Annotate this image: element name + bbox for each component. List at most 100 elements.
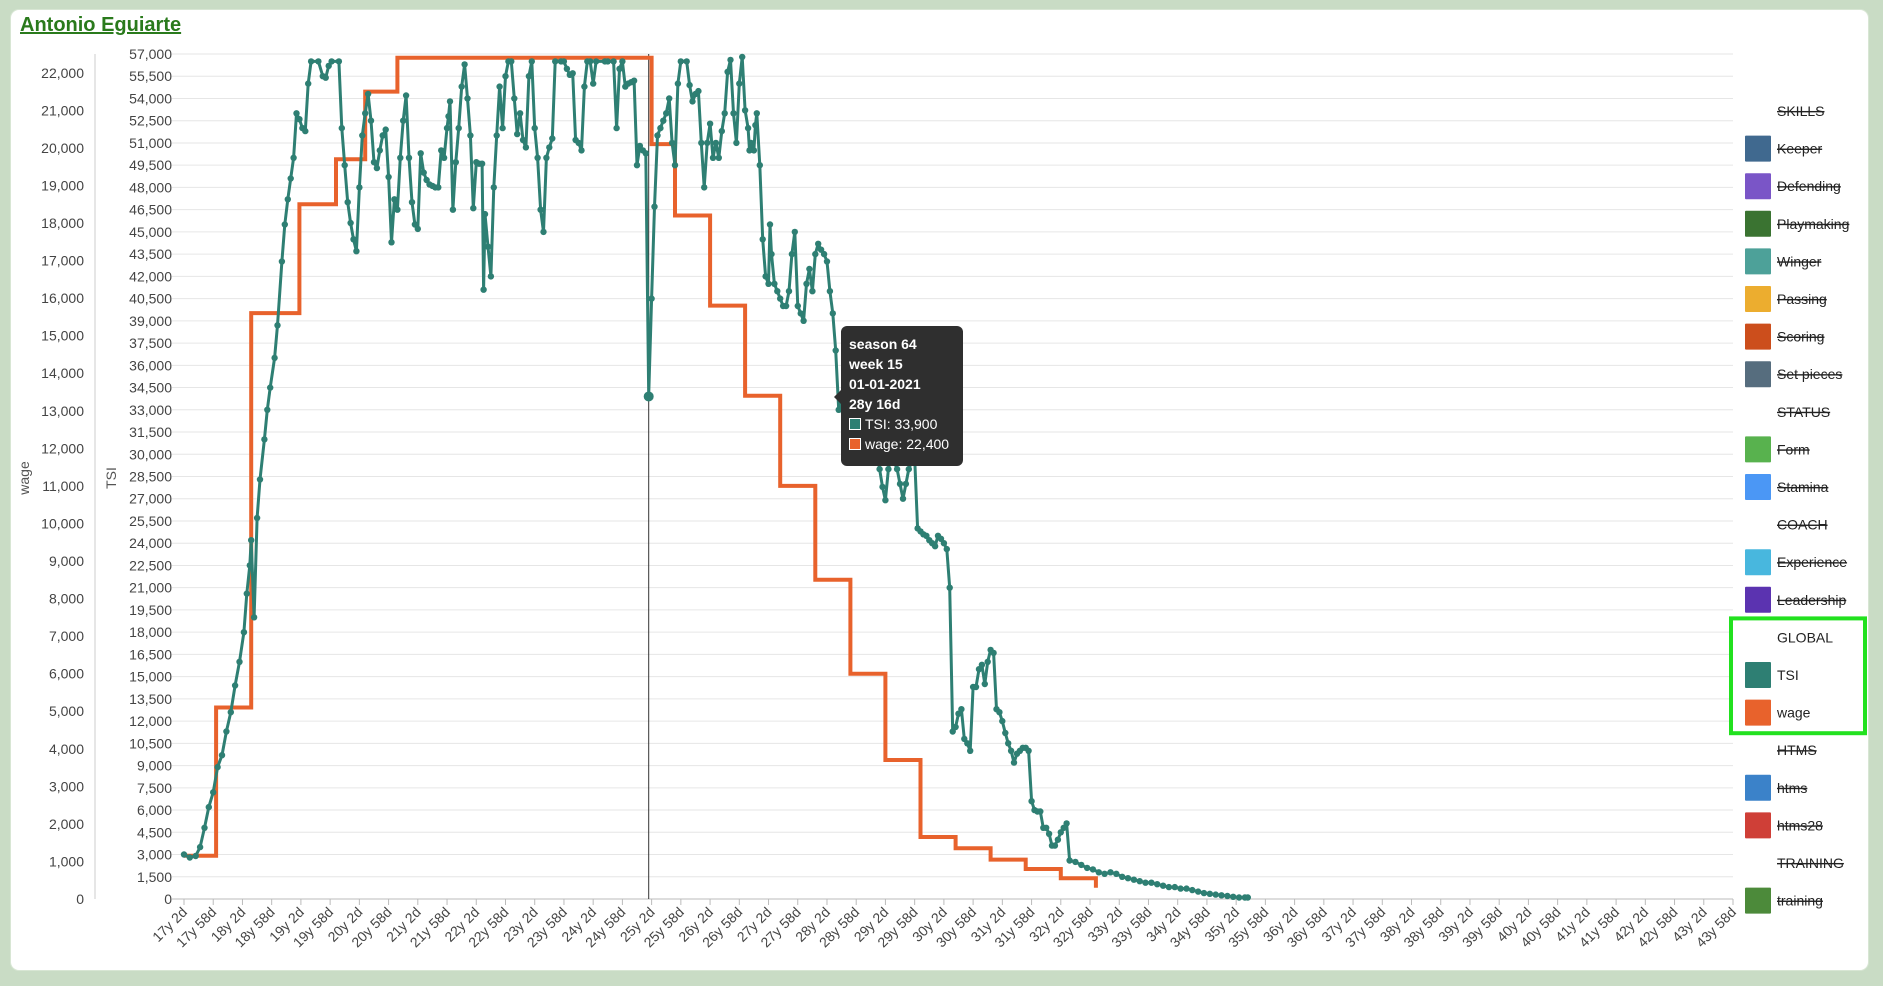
legend-item-leadership[interactable]: Leadership bbox=[1745, 586, 1846, 613]
tsi-point[interactable] bbox=[243, 590, 250, 597]
tsi-point[interactable] bbox=[481, 210, 489, 218]
tsi-point[interactable] bbox=[540, 228, 547, 236]
tsi-point[interactable] bbox=[1171, 883, 1179, 891]
tsi-point[interactable] bbox=[730, 110, 737, 117]
tsi-point[interactable] bbox=[686, 81, 693, 89]
tsi-point[interactable] bbox=[765, 280, 772, 287]
tsi-point[interactable] bbox=[420, 169, 427, 176]
tsi-point[interactable] bbox=[952, 723, 959, 731]
legend-item-set-pieces[interactable]: Set pieces bbox=[1745, 361, 1842, 388]
tsi-point[interactable] bbox=[899, 495, 907, 502]
tsi-point[interactable] bbox=[689, 98, 696, 105]
tsi-point[interactable] bbox=[1206, 890, 1214, 897]
tsi-point[interactable] bbox=[978, 661, 986, 668]
tsi-point[interactable] bbox=[1005, 740, 1012, 747]
tsi-point[interactable] bbox=[806, 265, 813, 273]
tsi-point[interactable] bbox=[958, 706, 965, 713]
tsi-point[interactable] bbox=[464, 95, 471, 102]
tsi-point[interactable] bbox=[648, 295, 655, 302]
tsi-point[interactable] bbox=[797, 310, 804, 317]
tsi-point[interactable] bbox=[1244, 894, 1252, 901]
tsi-point[interactable] bbox=[511, 95, 518, 102]
hovered-tsi-point[interactable] bbox=[643, 391, 654, 402]
tsi-point[interactable] bbox=[1148, 879, 1155, 886]
tsi-point[interactable] bbox=[1089, 866, 1097, 873]
tsi-point[interactable] bbox=[1002, 729, 1009, 737]
tsi-point[interactable] bbox=[534, 154, 541, 161]
tsi-point[interactable] bbox=[1212, 891, 1219, 898]
tsi-point[interactable] bbox=[435, 184, 442, 191]
tsi-point[interactable] bbox=[201, 824, 208, 831]
tsi-point[interactable] bbox=[1183, 885, 1190, 892]
legend-group-coach[interactable]: COACH bbox=[1777, 517, 1828, 533]
tsi-point[interactable] bbox=[613, 124, 620, 132]
tsi-point[interactable] bbox=[446, 98, 454, 105]
tsi-point[interactable] bbox=[788, 250, 796, 258]
tsi-point[interactable] bbox=[943, 545, 950, 553]
tsi-point[interactable] bbox=[414, 225, 421, 233]
tsi-point[interactable] bbox=[516, 110, 524, 117]
tsi-point[interactable] bbox=[231, 682, 239, 689]
tsi-point[interactable] bbox=[967, 747, 974, 754]
tsi-point[interactable] bbox=[455, 124, 462, 132]
tsi-point[interactable] bbox=[214, 763, 221, 771]
tsi-point[interactable] bbox=[1043, 824, 1050, 831]
tsi-point[interactable] bbox=[341, 162, 348, 169]
tsi-point[interactable] bbox=[1154, 881, 1161, 888]
tsi-point[interactable] bbox=[484, 243, 492, 250]
tsi-point[interactable] bbox=[353, 248, 360, 255]
tsi-point[interactable] bbox=[671, 162, 679, 169]
tsi-point[interactable] bbox=[592, 58, 600, 65]
tsi-point[interactable] bbox=[563, 65, 571, 73]
tsi-point[interactable] bbox=[721, 110, 728, 117]
tsi-point[interactable] bbox=[940, 540, 948, 547]
tsi-point[interactable] bbox=[1159, 882, 1167, 889]
tsi-point[interactable] bbox=[752, 122, 759, 129]
tsi-point[interactable] bbox=[525, 73, 533, 80]
tsi-point[interactable] bbox=[1045, 830, 1053, 837]
tsi-point[interactable] bbox=[1007, 747, 1015, 754]
tsi-point[interactable] bbox=[812, 250, 819, 258]
tsi-point[interactable] bbox=[350, 236, 357, 243]
tsi-point[interactable] bbox=[296, 116, 303, 123]
tsi-point[interactable] bbox=[876, 465, 883, 473]
legend-item-wage[interactable]: wage bbox=[1745, 699, 1811, 726]
tsi-point[interactable] bbox=[1224, 892, 1231, 900]
tsi-point[interactable] bbox=[782, 302, 790, 310]
legend-item-form[interactable]: Form bbox=[1745, 436, 1810, 463]
tsi-point[interactable] bbox=[205, 803, 212, 811]
tsi-point[interactable] bbox=[882, 497, 889, 504]
tsi-point[interactable] bbox=[278, 258, 286, 265]
tsi-point[interactable] bbox=[706, 120, 714, 127]
legend-item-playmaking[interactable]: Playmaking bbox=[1745, 210, 1849, 237]
tsi-point[interactable] bbox=[1107, 869, 1114, 876]
tsi-point[interactable] bbox=[461, 61, 468, 68]
tsi-point[interactable] bbox=[493, 132, 500, 139]
tsi-point[interactable] bbox=[344, 199, 351, 206]
tsi-point[interactable] bbox=[502, 73, 509, 80]
tsi-point[interactable] bbox=[1113, 870, 1120, 877]
tsi-point[interactable] bbox=[712, 139, 720, 147]
tsi-point[interactable] bbox=[267, 384, 274, 391]
tsi-point[interactable] bbox=[990, 649, 997, 657]
tsi-point[interactable] bbox=[733, 139, 740, 147]
tsi-point[interactable] bbox=[1177, 885, 1184, 892]
tsi-point[interactable] bbox=[610, 58, 617, 65]
tsi-point[interactable] bbox=[569, 70, 576, 77]
tsi-point[interactable] bbox=[362, 110, 369, 117]
tsi-point[interactable] bbox=[452, 159, 459, 166]
tsi-point[interactable] bbox=[964, 740, 971, 747]
tsi-point[interactable] bbox=[683, 58, 690, 65]
legend-item-htms28[interactable]: htms28 bbox=[1745, 812, 1823, 839]
tsi-point[interactable] bbox=[302, 127, 309, 135]
tsi-point[interactable] bbox=[823, 258, 831, 265]
tsi-point[interactable] bbox=[1010, 759, 1018, 766]
tsi-point[interactable] bbox=[587, 58, 594, 65]
tsi-point[interactable] bbox=[946, 584, 953, 591]
tsi-point[interactable] bbox=[322, 74, 329, 81]
tsi-point[interactable] bbox=[543, 154, 550, 161]
tsi-point[interactable] bbox=[379, 132, 386, 139]
legend-group-htms[interactable]: HTMS bbox=[1777, 742, 1817, 758]
tsi-point[interactable] bbox=[768, 250, 775, 258]
tsi-point[interactable] bbox=[727, 56, 734, 64]
